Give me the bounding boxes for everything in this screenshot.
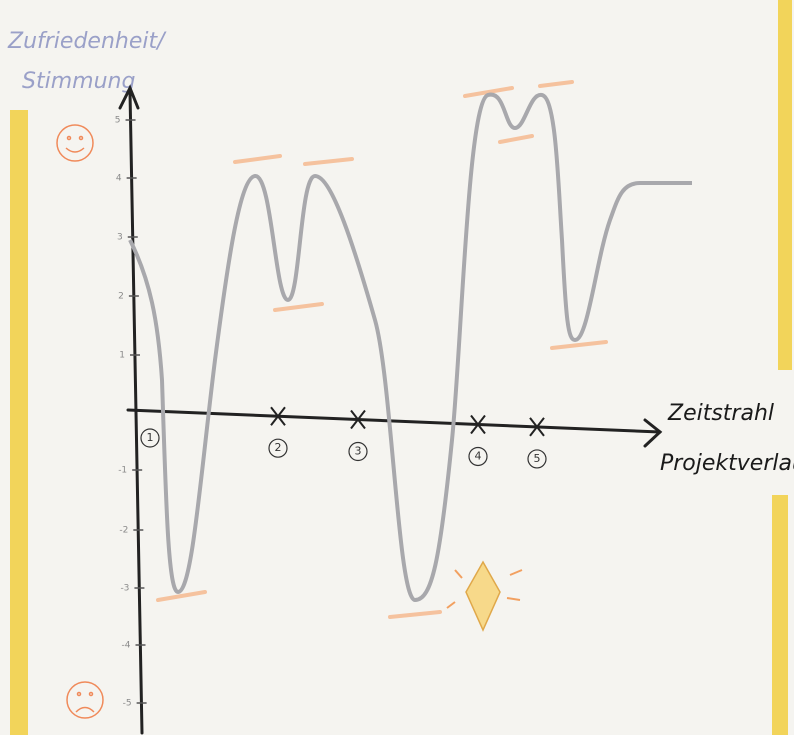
y-tick-label: 5 [115, 116, 121, 126]
y-tick-label: -1 [118, 466, 127, 476]
y-tick-label: -2 [119, 526, 128, 536]
right-tape [772, 495, 788, 735]
y-tick-label: -4 [122, 641, 131, 651]
y-tick-label: 1 [119, 351, 125, 361]
milestone-label: 2 [275, 441, 282, 454]
milestone-label: 3 [355, 445, 362, 458]
y-tick-label: -5 [123, 699, 132, 709]
paper [0, 0, 794, 735]
y-tick-label: 3 [117, 233, 123, 243]
left-tape [10, 110, 28, 735]
y-tick-label: 2 [118, 292, 124, 302]
milestone-label: 1 [147, 431, 154, 444]
y-tick-label: -3 [120, 584, 129, 594]
y-tick-label: 4 [116, 174, 122, 184]
flipchart-photo: Zufriedenheit/ Stimmung 54321-1-2-3-4-5 … [0, 0, 794, 735]
x-axis-label: Zeitstrahl [667, 401, 774, 426]
y-axis-label: Stimmung [22, 69, 135, 94]
right-tape [778, 0, 792, 370]
milestone-label: 4 [475, 449, 482, 462]
milestone-label: 5 [534, 452, 541, 465]
y-axis-label: Zufriedenheit/ [7, 29, 167, 54]
x-axis-label: Projektverlauf [660, 451, 794, 476]
